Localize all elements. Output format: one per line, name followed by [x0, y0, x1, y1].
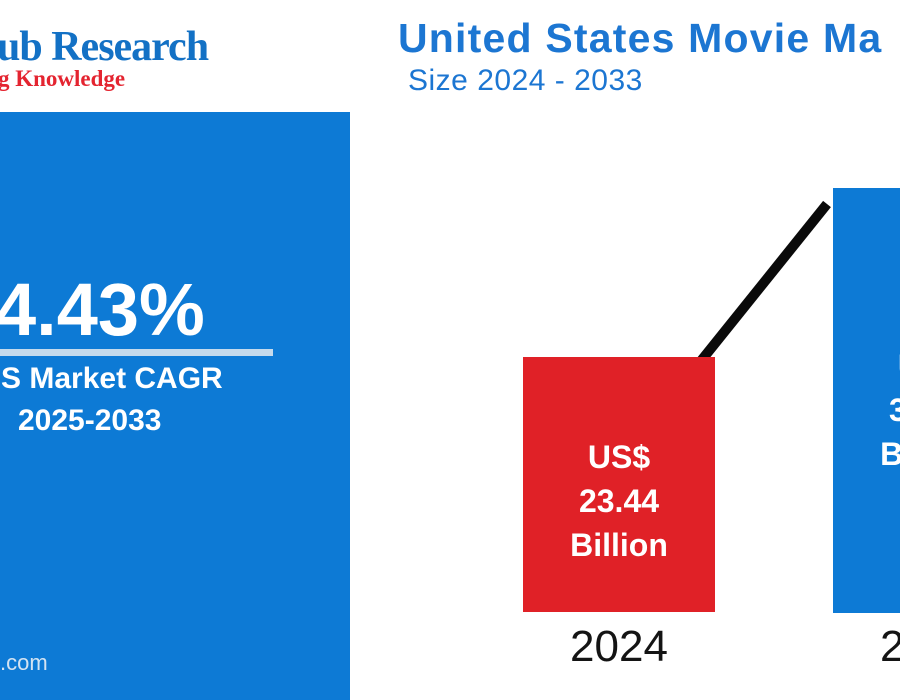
bar-2033: US$ 34.62 Billion [833, 188, 900, 613]
page-title: United States Movie Ma [398, 15, 883, 61]
axis-label-2024: 2024 [570, 622, 668, 671]
cagr-label-market: S Market CAGR [1, 362, 223, 395]
cagr-panel: 4.43% S Market CAGR 2025-2033 .com [0, 112, 350, 700]
bar-2024: US$ 23.44 Billion [523, 357, 715, 612]
bar-2033-label-value: 34.62 [888, 392, 900, 428]
brand-name: ub Research [0, 24, 209, 70]
bar-2024-label-currency: US$ [587, 439, 651, 475]
bar-2033-label-unit: Billion [880, 436, 900, 472]
bar-2024-label-value: 23.44 [578, 483, 660, 519]
axis-label-2033: 2033 [880, 622, 900, 671]
cagr-label-period: 2025-2033 [18, 404, 162, 437]
website-url-fragment: .com [0, 650, 48, 675]
bar-2024-label-unit: Billion [570, 527, 668, 563]
brand-tagline: g Knowledge [0, 66, 126, 91]
cagr-value: 4.43% [0, 268, 205, 351]
bar-2033-label-currency: US$ [833, 344, 900, 388]
cagr-divider [0, 349, 273, 356]
page-subtitle: Size 2024 - 2033 [408, 64, 643, 97]
